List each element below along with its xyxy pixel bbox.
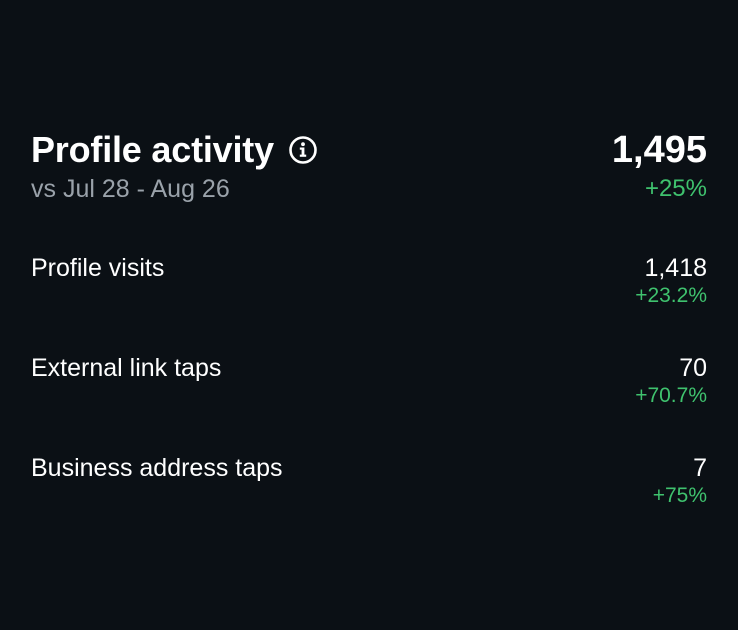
metric-change: +75% — [652, 484, 707, 507]
metric-change: +70.7% — [635, 384, 707, 407]
metric-label: Profile visits — [31, 254, 165, 282]
metric-row-profile-visits: Profile visits 1,418 +23.2% — [31, 253, 707, 313]
metric-row-business-address-taps: Business address taps 7 +75% — [31, 453, 707, 513]
total-change: +25% — [644, 175, 707, 202]
page-title: Profile activity — [31, 129, 274, 170]
metric-value: 1,418 — [644, 254, 707, 282]
metric-value: 7 — [693, 454, 707, 482]
metric-change: +23.2% — [635, 284, 707, 307]
metric-label: External link taps — [31, 354, 222, 382]
title-group: Profile activity — [31, 128, 318, 172]
profile-activity-header: Profile activity vs Jul 28 - Aug 26 1,49… — [31, 128, 707, 208]
metric-row-external-link-taps: External link taps 70 +70.7% — [31, 353, 707, 413]
comparison-range: vs Jul 28 - Aug 26 — [31, 175, 230, 203]
info-icon[interactable] — [288, 135, 318, 165]
total-value: 1,495 — [611, 129, 707, 171]
metric-value: 70 — [679, 354, 707, 382]
metric-label: Business address taps — [31, 454, 283, 482]
